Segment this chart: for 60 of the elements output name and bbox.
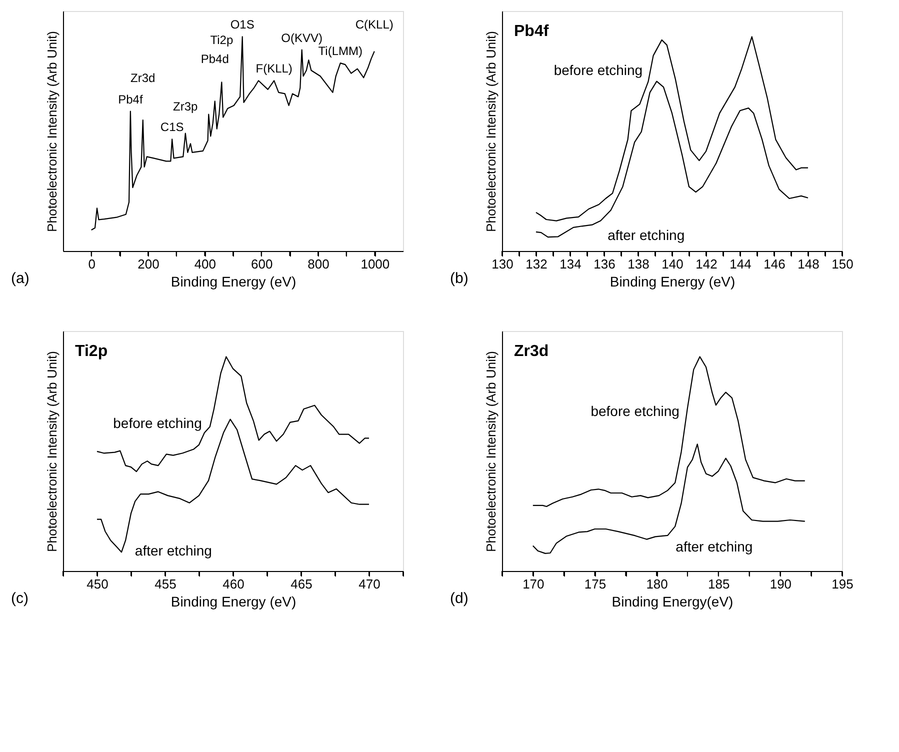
text: (b) — [450, 270, 468, 287]
x-tick-label: 185 — [708, 576, 730, 592]
annotation: O(KVV) — [281, 30, 323, 45]
y-axis-title: Photoelectronic Intensity (Arb Unit) — [44, 31, 60, 232]
x-axis-title: Binding Energy (eV) — [610, 274, 736, 290]
y-axis-title: Photoelectronic Intensity (Arb Unit) — [484, 31, 498, 232]
text: (c) — [11, 590, 28, 607]
x-axis-title: Binding Energy (eV) — [170, 274, 296, 290]
x-tick-label: 134 — [560, 256, 582, 272]
x-tick-label: 140 — [662, 256, 684, 272]
x-tick-label: 200 — [138, 256, 160, 272]
annotation: after etching — [676, 538, 753, 554]
x-tick-label: 142 — [696, 256, 718, 272]
annotation: before etching — [554, 62, 643, 78]
x-tick-label: 400 — [194, 256, 216, 272]
x-tick-label: 800 — [308, 256, 330, 272]
x-tick-label: 146 — [764, 256, 786, 272]
x-axis-title: Binding Energy (eV) — [170, 594, 296, 610]
text: (a) — [11, 270, 30, 287]
x-tick-label: 150 — [832, 256, 854, 272]
chart-title: Ti2p — [75, 343, 108, 360]
x-tick-label: 144 — [730, 256, 752, 272]
x-tick-label: 460 — [222, 576, 244, 592]
x-tick-label: 132 — [526, 256, 548, 272]
x-tick-label: 136 — [594, 256, 616, 272]
annotation: O1S — [230, 18, 254, 32]
annotation: Ti(LMM) — [318, 44, 362, 58]
x-tick-label: 170 — [522, 576, 544, 592]
text: (d) — [450, 590, 468, 607]
x-axis-title: Binding Energy(eV) — [612, 594, 734, 610]
annotation: C(KLL) — [355, 17, 394, 32]
x-tick-label: 175 — [584, 576, 606, 592]
annotation: F(KLL) — [256, 62, 292, 76]
annotation: C1S — [160, 120, 184, 134]
y-axis-title: Photoelectronic Intensity (Arb Unit) — [44, 351, 60, 552]
x-tick-label: 455 — [154, 576, 176, 592]
x-tick-label: 0 — [88, 256, 96, 272]
annotation: Pb4f — [118, 92, 144, 106]
annotation: before etching — [590, 403, 680, 419]
annotation: Zr3d — [130, 71, 156, 86]
x-tick-label: 1000 — [360, 256, 390, 272]
annotation: Pb4d — [200, 52, 229, 66]
x-tick-label: 195 — [832, 576, 854, 592]
x-tick-label: 470 — [358, 576, 380, 592]
chart-title: Zr3d — [514, 343, 549, 360]
x-tick-label: 180 — [646, 576, 668, 592]
x-tick-label: 138 — [628, 256, 650, 272]
x-tick-label: 465 — [290, 576, 312, 592]
y-axis-title: Photoelectronic Intensity (Arb Unit) — [484, 351, 498, 552]
x-tick-label: 130 — [492, 256, 514, 272]
x-tick-label: 600 — [250, 256, 273, 272]
annotation: after etching — [608, 227, 685, 243]
annotation: Zr3p — [173, 99, 198, 114]
chart-title: Pb4f — [514, 23, 550, 40]
x-tick-label: 450 — [86, 576, 108, 592]
annotation: after etching — [134, 542, 212, 559]
annotation: Ti2p — [210, 33, 234, 48]
x-tick-label: 190 — [770, 576, 792, 592]
x-tick-label: 148 — [798, 256, 820, 272]
annotation: before etching — [113, 414, 202, 431]
